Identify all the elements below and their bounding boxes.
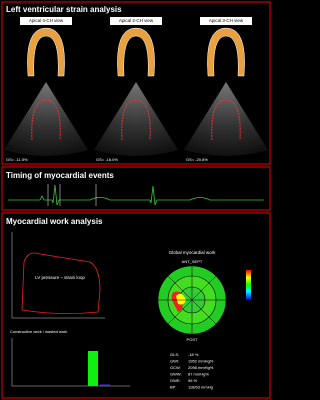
view-label-box — [200, 17, 252, 25]
metric-value: 87 mmHg% — [188, 372, 209, 377]
panel-frame — [1, 1, 271, 165]
strain-shape — [27, 27, 65, 77]
metric-value: 118/63 mmHg — [188, 385, 213, 390]
global-strain: GS= -18.0% — [96, 157, 118, 162]
views: Apical 4-CH view GS= -11.5% Apical 2-CH vi… — [4, 17, 268, 162]
view-label: Apical 3-CH view — [209, 18, 244, 23]
wasted-bar — [100, 384, 110, 386]
metric-value: 2098 mmHg% — [188, 365, 214, 370]
panel-frame — [1, 212, 271, 399]
bullseye-hotspot — [176, 293, 186, 305]
view-label: Apical 4-CH view — [29, 18, 64, 23]
bar-title: Constructive work / wasted work — [10, 329, 67, 334]
global-strain: GS= -11.5% — [6, 157, 28, 162]
echo-image — [94, 82, 178, 156]
strain-shape — [117, 27, 155, 77]
panel-title: Timing of myocardial events — [6, 171, 114, 180]
loop-label: LV pressure – strain loop — [35, 275, 85, 280]
constructive-bar — [88, 351, 98, 386]
panel-title: Left ventricular strain analysis — [6, 5, 122, 14]
metric-name: GLS: — [170, 352, 179, 357]
metric-name: GCW: — [170, 365, 181, 370]
strain-shape — [207, 27, 245, 77]
color-scale — [246, 270, 251, 300]
bullseye-label: POST — [187, 337, 198, 342]
bullseye-dividers — [158, 266, 226, 334]
metric-name: GWE: — [170, 378, 181, 383]
metric-name: BP: — [170, 385, 176, 390]
view-label-box — [110, 17, 162, 25]
global-strain: GS= -20.8% — [186, 157, 208, 162]
metrics: GLS: -18 % GWI: 1952 mmHg% GCW: 2098 mmHg% GWW… — [170, 352, 214, 390]
bullseye-label: ANT_SEPT — [182, 259, 203, 264]
metric-value: 1952 mmHg% — [188, 359, 214, 364]
figure: Left ventricular strain analysis Apical … — [1, 1, 271, 399]
echo-image — [4, 82, 88, 156]
strain-trace — [121, 99, 151, 141]
strain-trace — [31, 99, 61, 141]
echo-image — [184, 82, 268, 156]
bullseye-title: Global myocardial work — [169, 250, 217, 255]
metric-value: -18 % — [188, 352, 199, 357]
metric-name: GWW: — [170, 372, 182, 377]
metric-name: GWI: — [170, 359, 179, 364]
panel-title: Myocardial work analysis — [6, 217, 103, 226]
view-label-box — [20, 17, 72, 25]
metric-value: 96 % — [188, 378, 198, 383]
strain-trace — [211, 99, 241, 141]
pressure-strain-loop — [21, 252, 101, 314]
view-label: Apical 2-CH view — [119, 18, 154, 23]
ecg-trace — [8, 184, 264, 206]
panel-frame — [1, 166, 271, 211]
